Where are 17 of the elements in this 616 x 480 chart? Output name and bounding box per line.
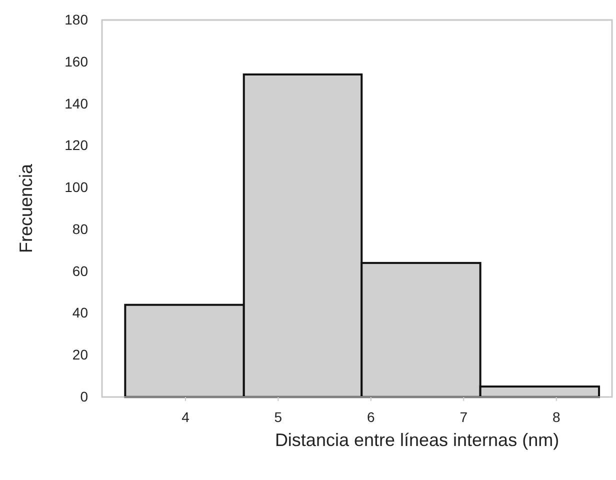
x-tick-label: 7 xyxy=(460,409,468,426)
y-tick-label: 60 xyxy=(72,262,88,279)
y-axis-title: Frecuencia xyxy=(16,162,36,254)
x-tick-label: 6 xyxy=(367,409,376,426)
y-tick-label: 20 xyxy=(72,346,88,363)
x-tick-label: 4 xyxy=(182,409,190,426)
x-axis-title: Distancia entre líneas internas (nm) xyxy=(274,430,560,450)
y-tick-label: 180 xyxy=(64,11,88,28)
y-tick-label: 120 xyxy=(64,137,88,154)
y-tick-label: 160 xyxy=(64,53,88,70)
y-tick-label: 80 xyxy=(72,220,88,237)
x-tick-label: 5 xyxy=(274,409,282,426)
y-tick-label: 0 xyxy=(80,388,88,404)
y-tick-label: 140 xyxy=(64,95,88,112)
y-tick-label: 40 xyxy=(72,304,88,321)
x-tick-label: 8 xyxy=(552,409,560,426)
y-tick-label: 100 xyxy=(64,179,88,196)
